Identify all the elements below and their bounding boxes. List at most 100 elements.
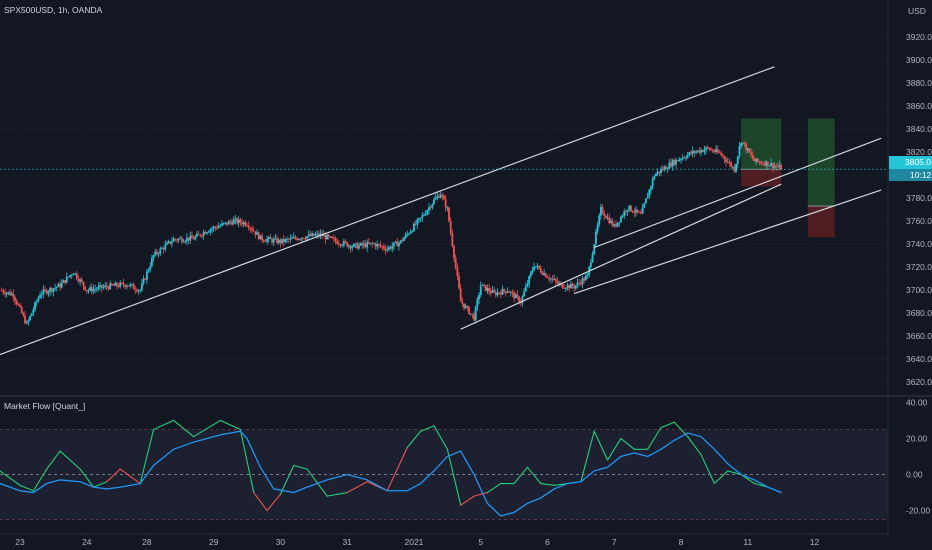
candle-body <box>398 242 400 247</box>
candle-body <box>474 306 477 321</box>
candle-body <box>339 244 342 246</box>
candle-body <box>728 162 731 163</box>
candle-body <box>675 159 677 165</box>
candle-body <box>25 322 28 324</box>
candle-body <box>596 224 599 232</box>
candle-body <box>481 284 484 286</box>
candle-body <box>504 291 507 293</box>
candle-body <box>214 226 217 228</box>
trend-channel-line[interactable] <box>594 137 882 249</box>
oscillator-slow-segment <box>59 450 81 470</box>
candle-body <box>403 237 405 242</box>
trend-channel-line[interactable] <box>460 183 782 330</box>
candle-body <box>561 283 564 289</box>
candle-body <box>29 315 31 321</box>
trend-channel-line[interactable] <box>0 66 775 356</box>
candle-body <box>60 282 63 288</box>
candle-body <box>79 279 82 282</box>
candle-body <box>464 306 467 309</box>
candle-body <box>633 212 636 214</box>
time-tick-label: 31 <box>342 537 352 547</box>
candle-body <box>419 217 422 219</box>
candle-body <box>94 288 97 290</box>
candle-body <box>15 300 18 304</box>
time-tick-label: 7 <box>612 537 617 547</box>
candle-body <box>429 207 432 208</box>
candle-body <box>601 207 604 214</box>
time-tick-label: 23 <box>15 537 25 547</box>
candle-body <box>466 306 469 307</box>
candle-body <box>234 218 237 220</box>
candle-body <box>399 240 402 243</box>
candle-body <box>566 285 569 289</box>
candle-body <box>52 288 55 292</box>
candle-body <box>209 229 212 232</box>
candle-body <box>174 238 177 240</box>
candle-body <box>352 244 355 247</box>
candle-body <box>316 233 319 235</box>
candle-body <box>554 278 557 282</box>
candle-body <box>663 166 666 171</box>
candle-body <box>357 245 360 249</box>
candle-body <box>453 246 455 259</box>
candle-body <box>579 282 582 285</box>
trend-channels[interactable] <box>0 66 882 356</box>
candle-body <box>119 282 122 287</box>
candle-body <box>272 239 275 243</box>
candle-body <box>491 290 494 293</box>
candle-body <box>581 278 584 285</box>
candle-body <box>140 283 143 291</box>
candle-body <box>733 166 736 172</box>
oscillator-axis[interactable]: -20.00 0.00 20.00 40.00 <box>906 397 930 515</box>
candle-body <box>202 232 205 236</box>
candle-body <box>503 289 505 292</box>
oscillator-tick-label: 40.00 <box>906 397 928 407</box>
candle-body <box>216 227 218 229</box>
candle-body <box>284 239 287 243</box>
candle-body <box>539 268 542 273</box>
candle-body <box>643 203 646 208</box>
oscillator-slow-segment <box>473 491 488 497</box>
candle-body <box>751 154 754 159</box>
price-tick-label: 3620.0 <box>906 377 932 387</box>
candle-body <box>746 148 749 151</box>
oscillator-slow-segment <box>306 468 328 497</box>
price-axis[interactable]: 3620.0 3640.0 3660.0 3680.0 3700.0 3720.0 3740… <box>906 32 932 387</box>
candle-body <box>4 292 6 295</box>
candle-body <box>149 266 152 270</box>
candle-body <box>483 284 485 286</box>
candle-body <box>122 283 125 286</box>
candle-body <box>27 320 30 323</box>
candle-body <box>132 284 135 289</box>
symbol-title[interactable]: SPX500USD, 1h, OANDA <box>4 5 103 15</box>
oscillator-slow-segment <box>153 419 175 430</box>
candle-body <box>87 290 90 292</box>
candle-body <box>383 246 385 249</box>
candle-body <box>414 223 417 225</box>
candle-body <box>292 237 295 238</box>
candle-body <box>336 241 339 244</box>
candle-body <box>172 238 175 242</box>
candle-body <box>556 281 559 284</box>
candle-body <box>344 241 347 243</box>
candle-body <box>496 292 499 296</box>
candle-body <box>461 301 464 304</box>
candle-body <box>533 266 536 271</box>
time-axis[interactable]: 23 24 28 29 30 31 2021 5 6 7 8 11 12 <box>15 537 819 547</box>
time-tick-label: 6 <box>545 537 550 547</box>
time-tick-label: 28 <box>142 537 152 547</box>
oscillator-slow-segment <box>193 419 221 438</box>
indicator-title[interactable]: Market Flow [Quant_] <box>4 401 85 411</box>
oscillator-slow-segment <box>32 468 48 492</box>
position-zones[interactable] <box>741 118 835 238</box>
candle-body <box>0 290 3 291</box>
trend-channel-line[interactable] <box>574 189 882 295</box>
candle-body <box>221 223 223 226</box>
price-tick-label: 3660.0 <box>906 331 932 341</box>
candle-body <box>558 283 561 284</box>
candle-body <box>369 242 372 244</box>
candle-body <box>401 240 404 242</box>
candle-body <box>82 281 85 287</box>
candle-body <box>37 297 40 302</box>
candle-body <box>249 228 252 229</box>
